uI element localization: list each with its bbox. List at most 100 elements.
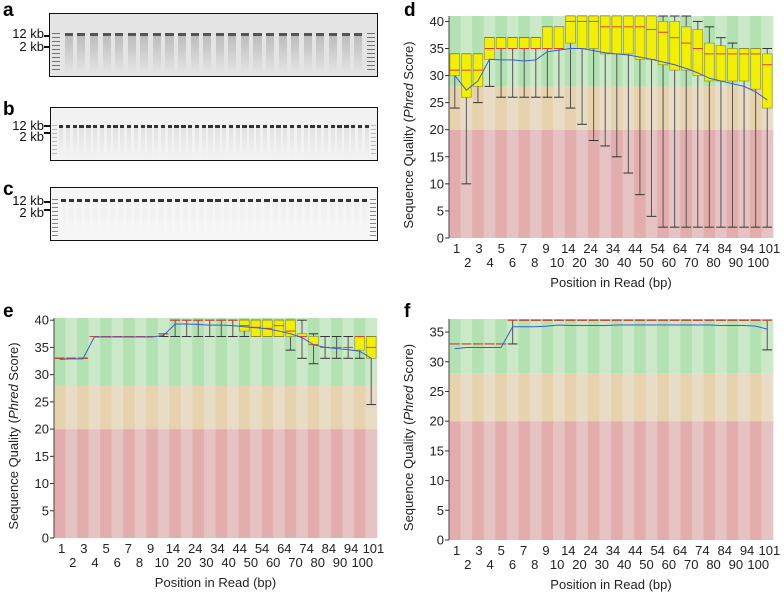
sample-lane <box>345 199 352 237</box>
x-tick-label: 10 <box>550 557 564 572</box>
y-tick-label: 25 <box>35 394 49 409</box>
band-good <box>77 318 89 386</box>
box-55-59 <box>657 15 669 228</box>
y-tick-label: 30 <box>430 68 444 83</box>
band-poor <box>296 429 309 538</box>
band-ok <box>518 86 531 130</box>
x-tick-label: 101 <box>759 543 781 558</box>
box-90-94 <box>343 336 354 359</box>
band-poor <box>692 421 704 540</box>
band-ok <box>460 373 473 422</box>
band-poor <box>88 429 101 538</box>
sample-lane <box>249 125 254 157</box>
x-tick-label: 84 <box>322 541 336 556</box>
x-tick-label: 50 <box>244 555 258 570</box>
sample-lane <box>351 125 356 157</box>
sample-lane <box>85 199 91 237</box>
x-tick-label: 14 <box>561 241 575 256</box>
band-good <box>680 319 693 374</box>
band-poor <box>100 429 112 538</box>
sample-lane <box>296 125 302 157</box>
band-ok <box>553 373 566 422</box>
y-axis-title-part: Score) <box>6 342 21 384</box>
y-tick-label: 20 <box>430 414 444 429</box>
box-4 <box>484 37 495 87</box>
band-ok <box>134 385 147 430</box>
x-tick-label: 8 <box>531 255 538 270</box>
sample-lane <box>109 199 115 237</box>
band-poor <box>472 129 485 238</box>
y-tick-label: 35 <box>35 340 49 355</box>
panel-label-e: e <box>3 301 14 322</box>
band-good <box>449 319 461 374</box>
band-good <box>703 319 716 374</box>
x-tick-label: 80 <box>706 557 720 572</box>
band-poor <box>541 129 554 238</box>
sample-lane <box>178 32 187 73</box>
sample-lane <box>120 125 125 157</box>
y-tick-label: 0 <box>42 531 49 546</box>
sample-lane <box>289 125 295 157</box>
sample-lane <box>127 32 136 73</box>
sample-lane <box>283 125 288 157</box>
y-tick-label: 35 <box>430 325 444 340</box>
band-ok <box>100 385 112 430</box>
band-ok <box>761 373 774 422</box>
iqr-box <box>657 21 669 66</box>
band-ok <box>250 385 262 430</box>
band-poor <box>622 421 635 540</box>
band-ok <box>88 385 101 430</box>
iqr-box <box>715 45 727 82</box>
sample-lane <box>278 32 287 73</box>
ladder-lane <box>371 125 376 157</box>
band-good <box>715 319 728 374</box>
box-100-101 <box>762 319 773 351</box>
band-poor <box>449 421 461 540</box>
band-ok <box>518 373 531 422</box>
y-axis-title: Sequence Quality (Phred Score) <box>6 342 21 529</box>
band-ok <box>726 373 739 422</box>
y-tick-label: 5 <box>437 203 444 218</box>
band-ok <box>657 373 670 422</box>
sample-lane <box>72 125 77 157</box>
y-tick-label: 15 <box>430 443 444 458</box>
iqr-box <box>750 48 761 90</box>
marker-tick <box>44 132 50 134</box>
box-35-39 <box>216 319 227 338</box>
sample-lane <box>231 199 237 237</box>
box-6 <box>507 37 518 98</box>
box-40-44 <box>623 15 634 174</box>
sample-lane <box>208 125 213 157</box>
marker-12kb-c: 12 kb <box>12 193 44 208</box>
band-poor <box>227 429 239 538</box>
band-poor <box>123 429 136 538</box>
y-tick-label: 15 <box>35 449 49 464</box>
sample-lane <box>106 125 111 157</box>
iqr-box <box>623 15 634 55</box>
band-poor <box>530 421 542 540</box>
band-poor <box>261 429 274 538</box>
marker-12kb-a: 12 kb <box>12 26 44 41</box>
sample-lane <box>362 199 368 237</box>
box-9 <box>542 26 553 98</box>
band-poor <box>483 129 496 238</box>
band-good <box>530 319 542 374</box>
ladder-lane <box>52 32 61 73</box>
x-tick-label: 7 <box>520 241 527 256</box>
sample-lane <box>256 199 262 237</box>
iqr-box <box>588 15 599 49</box>
sample-lane <box>222 125 227 157</box>
gel-image-b <box>50 107 378 161</box>
box-70-74 <box>692 20 703 228</box>
sample-lane <box>296 199 303 237</box>
band-good <box>157 318 170 386</box>
iqr-box <box>519 37 530 49</box>
x-tick-label: 10 <box>155 555 169 570</box>
iqr-box <box>495 37 507 49</box>
iqr-box <box>692 29 703 76</box>
x-tick-label: 94 <box>344 541 358 556</box>
sample-lane <box>354 32 363 73</box>
box-15-19 <box>565 15 576 109</box>
panel-label-c: c <box>3 179 14 200</box>
x-tick-label: 7 <box>125 541 132 556</box>
